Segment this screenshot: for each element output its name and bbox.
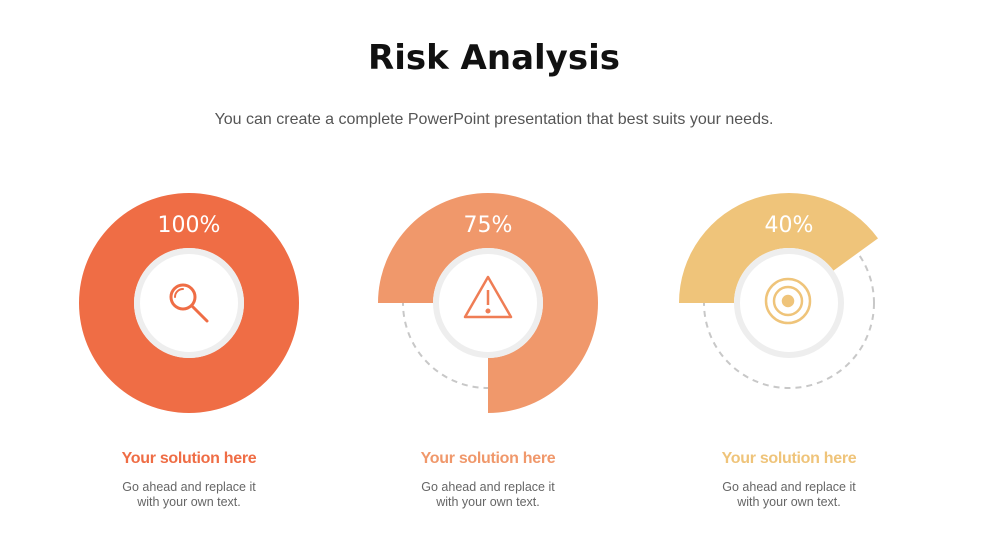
caption-text: Go ahead and replace it with your own te… xyxy=(122,480,256,509)
caption-text: Go ahead and replace it with your own te… xyxy=(722,480,856,509)
value-label: 100% xyxy=(158,213,221,238)
caption-title: Your solution here xyxy=(721,450,857,467)
caption-text: Go ahead and replace it with your own te… xyxy=(421,480,555,509)
center-disc xyxy=(134,248,244,358)
caption-title: Your solution here xyxy=(121,450,257,467)
icon-target xyxy=(764,277,812,325)
caption: Your solution here Go ahead and replace i… xyxy=(689,450,889,510)
subtitle: You can create a complete PowerPoint pre… xyxy=(214,111,774,128)
icon-search xyxy=(169,283,209,323)
caption: Your solution here Go ahead and replace i… xyxy=(89,450,289,510)
value-label: 75% xyxy=(464,213,513,238)
value-label: 40% xyxy=(765,213,814,238)
donut-segment xyxy=(679,192,878,303)
caption: Your solution here Go ahead and replace i… xyxy=(388,450,588,510)
caption-title: Your solution here xyxy=(420,450,556,467)
donut-segment xyxy=(378,193,598,413)
title: Risk Analysis xyxy=(368,38,620,78)
icon-warning xyxy=(463,275,513,319)
donut-segment xyxy=(79,193,299,413)
